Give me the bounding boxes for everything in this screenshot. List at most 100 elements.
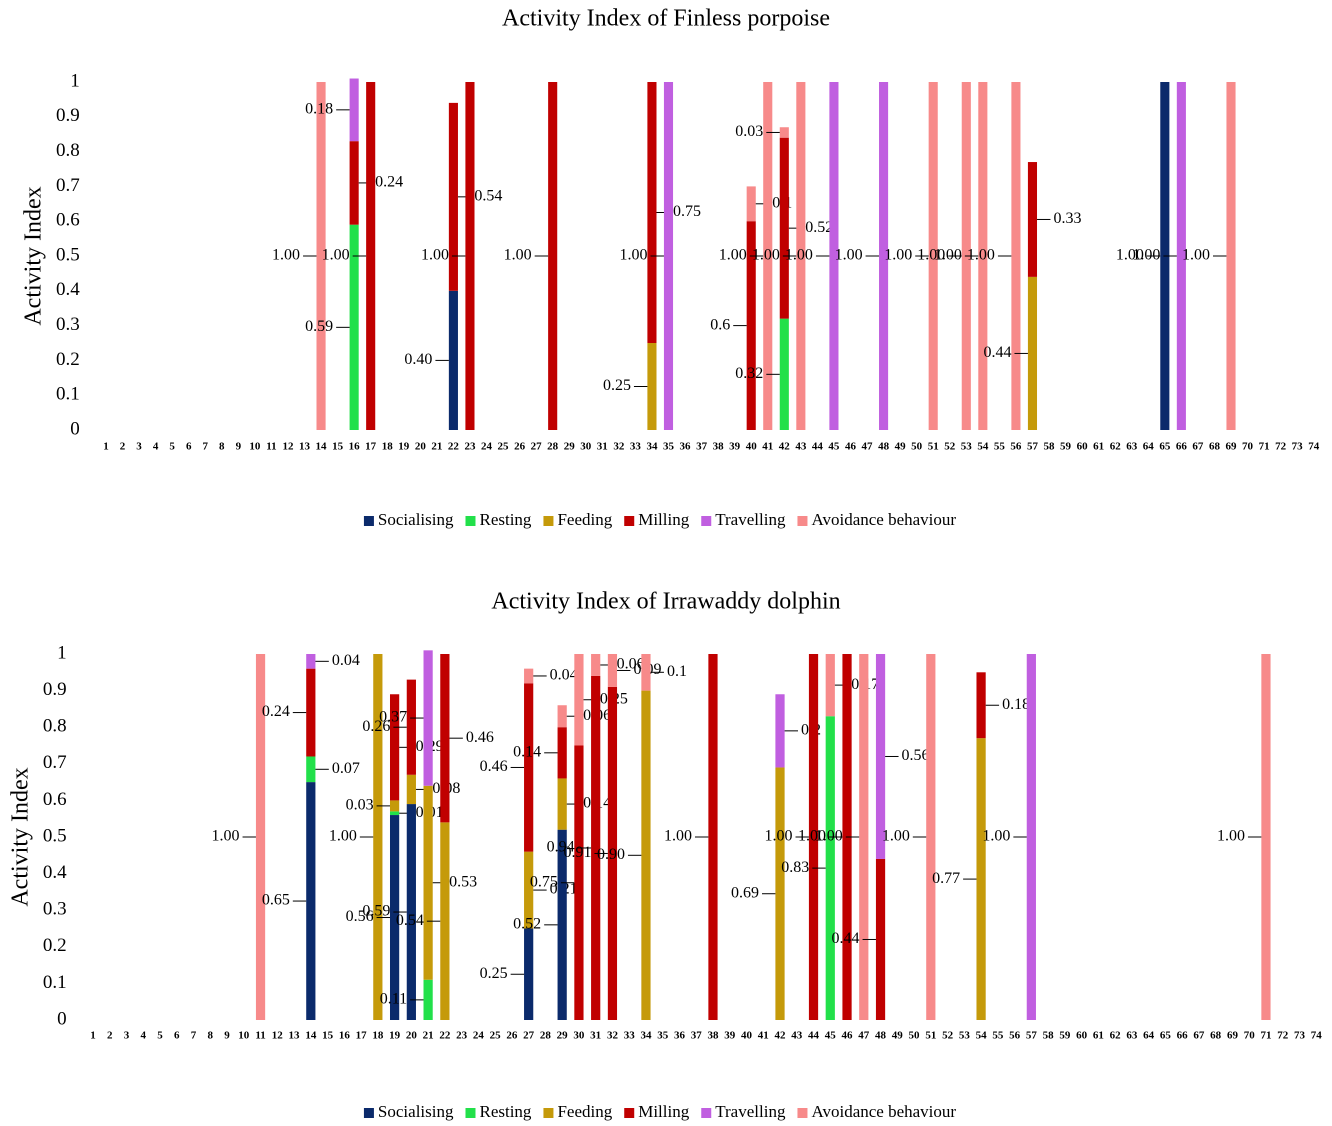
x-tick-label: 2 [107, 1030, 113, 1042]
x-tick-label: 14 [316, 441, 328, 453]
x-tick-label: 66 [1176, 441, 1188, 453]
x-tick-label: 33 [624, 1030, 636, 1042]
y-tick-label: 0.1 [43, 972, 67, 993]
x-tick-label: 66 [1177, 1030, 1189, 1042]
x-tick-label: 6 [186, 441, 192, 453]
bar-segment [875, 654, 886, 859]
y-tick-label: 0.3 [56, 314, 80, 335]
x-tick-label: 24 [481, 441, 493, 453]
x-tick-label: 56 [1009, 1030, 1021, 1042]
y-tick-label: 0 [57, 1008, 67, 1029]
bar-segment [557, 829, 567, 1020]
data-label: 1.00 [1217, 828, 1245, 845]
data-label: 0.44 [983, 344, 1011, 361]
x-tick-label: 25 [490, 1030, 502, 1042]
data-label: 1.00 [815, 828, 843, 845]
x-tick-label: 53 [959, 1030, 971, 1042]
x-tick-label: 34 [640, 1030, 652, 1042]
y-tick-label: 0.3 [43, 899, 67, 920]
x-tick-label: 48 [878, 441, 890, 453]
x-tick-label: 50 [909, 1030, 921, 1042]
bar-segment [796, 82, 806, 430]
data-label: 0.11 [380, 991, 407, 1008]
bar-segment [746, 186, 756, 222]
bar-segment [406, 804, 416, 1020]
x-tick-label: 55 [992, 1030, 1004, 1042]
y-tick-label: 0.1 [56, 384, 80, 405]
x-tick-label: 45 [825, 1030, 837, 1042]
bar-segment [524, 928, 534, 1020]
x-tick-label: 49 [892, 1030, 904, 1042]
bar-segment [641, 690, 651, 1020]
data-label: 0.14 [513, 743, 541, 760]
legend-label: Avoidance behaviour [811, 510, 956, 529]
data-label: 0.25 [480, 965, 508, 982]
data-label: 0.26 [362, 718, 390, 735]
data-label: 0.04 [332, 652, 360, 669]
legend-swatch [701, 1108, 712, 1118]
x-tick-label: 54 [976, 1030, 988, 1042]
y-tick-label: 0.5 [56, 244, 80, 265]
x-tick-label: 71 [1259, 441, 1270, 453]
data-label: 0.91 [563, 844, 591, 861]
x-tick-label: 26 [514, 441, 526, 453]
x-tick-label: 51 [925, 1030, 936, 1042]
x-tick-label: 63 [1126, 441, 1138, 453]
data-label: 0.54 [396, 912, 424, 929]
x-tick-label: 42 [779, 441, 791, 453]
data-label: 1.00 [504, 247, 532, 264]
x-tick-label: 41 [762, 441, 773, 453]
x-tick-label: 36 [680, 441, 692, 453]
x-tick-label: 57 [1026, 1030, 1038, 1042]
x-tick-label: 20 [415, 441, 427, 453]
legend-swatch [624, 1108, 635, 1118]
bar-segment [557, 727, 567, 779]
data-label: 0.75 [673, 203, 701, 220]
chart-title: Activity Index of Finless porpoise [502, 6, 830, 32]
x-tick-label: 46 [845, 441, 857, 453]
x-tick-label: 11 [255, 1030, 265, 1042]
data-label: 0.83 [781, 859, 809, 876]
x-tick-label: 65 [1159, 441, 1171, 453]
bar-segment [875, 858, 886, 1020]
x-tick-label: 35 [663, 441, 675, 453]
data-label: 1.00 [719, 247, 747, 264]
x-tick-label: 60 [1077, 441, 1089, 453]
y-tick-label: 0.6 [56, 210, 80, 231]
bar-segment [349, 224, 359, 430]
bar-segment [574, 745, 584, 1020]
bar-segment [607, 686, 618, 1020]
bar-segment [306, 782, 316, 1020]
legend-label: Resting [479, 1102, 531, 1121]
data-label: 1.00 [322, 247, 350, 264]
x-tick-label: 34 [646, 441, 658, 453]
x-tick-label: 40 [741, 1030, 753, 1042]
data-label: 0.25 [603, 377, 631, 394]
x-tick-label: 39 [729, 441, 741, 453]
x-tick-label: 49 [895, 441, 907, 453]
data-label: 0.69 [731, 884, 759, 901]
bar-segment [1176, 82, 1186, 430]
bar-segment [557, 705, 567, 728]
x-tick-label: 25 [498, 441, 510, 453]
y-tick-label: 0.2 [43, 935, 67, 956]
data-label: 1.00 [1132, 247, 1160, 264]
legend-swatch [797, 516, 808, 526]
bar-segment [779, 318, 789, 430]
x-tick-label: 28 [547, 441, 559, 453]
x-tick-label: 30 [580, 441, 592, 453]
bar-segment [557, 778, 567, 830]
x-tick-label: 74 [1311, 1030, 1323, 1042]
data-label: 0.56 [902, 747, 930, 764]
x-tick-label: 17 [365, 441, 377, 453]
bar-segment [825, 654, 835, 717]
x-tick-label: 73 [1294, 1030, 1306, 1042]
data-label: 1.00 [329, 828, 357, 845]
bar-segment [591, 675, 601, 1020]
x-tick-label: 43 [791, 1030, 803, 1042]
legend-label: Milling [638, 1102, 690, 1121]
x-tick-label: 61 [1093, 441, 1104, 453]
data-label: 1.00 [752, 247, 780, 264]
legend-swatch [465, 1108, 476, 1118]
x-tick-label: 15 [332, 441, 344, 453]
